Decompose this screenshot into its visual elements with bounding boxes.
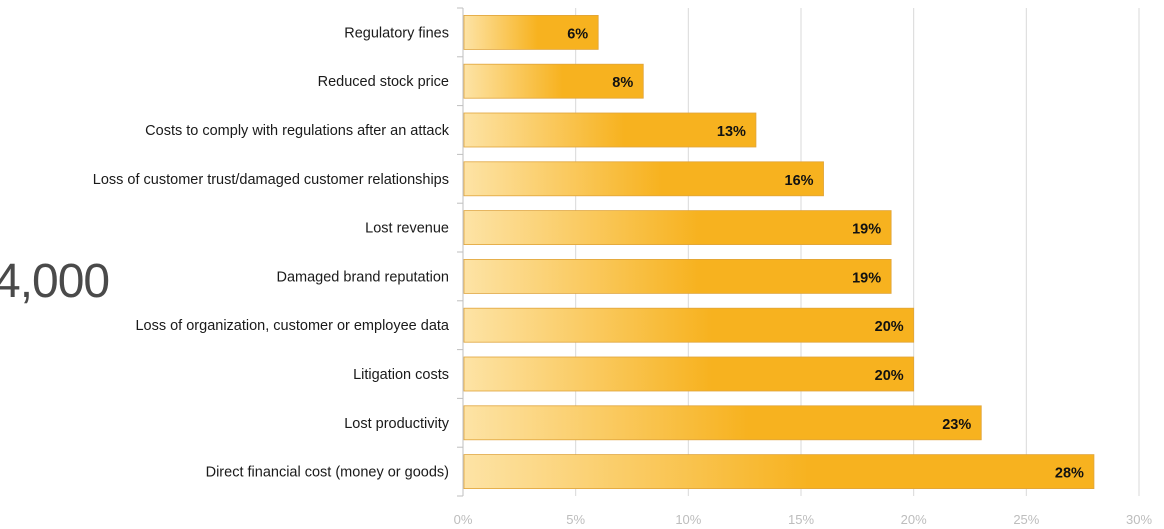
bar-5 bbox=[463, 210, 892, 246]
data-label-7: 20% bbox=[875, 319, 904, 335]
bar-4 bbox=[463, 161, 824, 197]
labels-layer: 0% 5% 10% 15% 20% 25% 30% Regulatory fines 6% Red… bbox=[93, 25, 1153, 527]
category-label-9: Lost productivity bbox=[344, 416, 450, 432]
x-tick-label-30: 30% bbox=[1126, 512, 1152, 527]
category-label-5: Lost revenue bbox=[365, 221, 449, 237]
category-label-7: Loss of organization, customer or employ… bbox=[135, 318, 449, 334]
x-tick-label-10: 10% bbox=[675, 512, 701, 527]
data-label-3: 13% bbox=[717, 124, 746, 140]
bar-3 bbox=[463, 112, 757, 148]
bar-6 bbox=[463, 258, 892, 294]
x-tick-label-25: 25% bbox=[1013, 512, 1039, 527]
data-label-1: 6% bbox=[567, 26, 588, 42]
data-label-5: 19% bbox=[852, 222, 881, 238]
category-label-1: Regulatory fines bbox=[344, 25, 449, 41]
data-label-10: 28% bbox=[1055, 466, 1084, 482]
category-label-4: Loss of customer trust/damaged customer … bbox=[93, 172, 449, 188]
bar-1 bbox=[463, 14, 599, 50]
data-label-8: 20% bbox=[875, 368, 904, 384]
data-label-4: 16% bbox=[785, 173, 814, 189]
bar-8 bbox=[463, 356, 915, 392]
category-label-8: Litigation costs bbox=[353, 367, 449, 383]
data-label-6: 19% bbox=[852, 270, 881, 286]
bar-7 bbox=[463, 307, 915, 343]
bar-9 bbox=[463, 405, 982, 441]
bar-2 bbox=[463, 63, 644, 99]
category-label-2: Reduced stock price bbox=[318, 74, 449, 90]
data-label-2: 8% bbox=[612, 75, 633, 91]
data-label-9: 23% bbox=[942, 417, 971, 433]
bar-10 bbox=[463, 454, 1095, 490]
x-tick-label-20: 20% bbox=[901, 512, 927, 527]
category-label-6: Damaged brand reputation bbox=[276, 269, 449, 285]
side-number-text: 4,000 bbox=[0, 255, 110, 308]
bars-layer bbox=[463, 14, 1095, 490]
x-tick-label-0: 0% bbox=[454, 512, 473, 527]
x-tick-label-15: 15% bbox=[788, 512, 814, 527]
category-label-3: Costs to comply with regulations after a… bbox=[145, 123, 450, 139]
category-label-10: Direct financial cost (money or goods) bbox=[206, 465, 449, 481]
x-tick-label-5: 5% bbox=[566, 512, 585, 527]
